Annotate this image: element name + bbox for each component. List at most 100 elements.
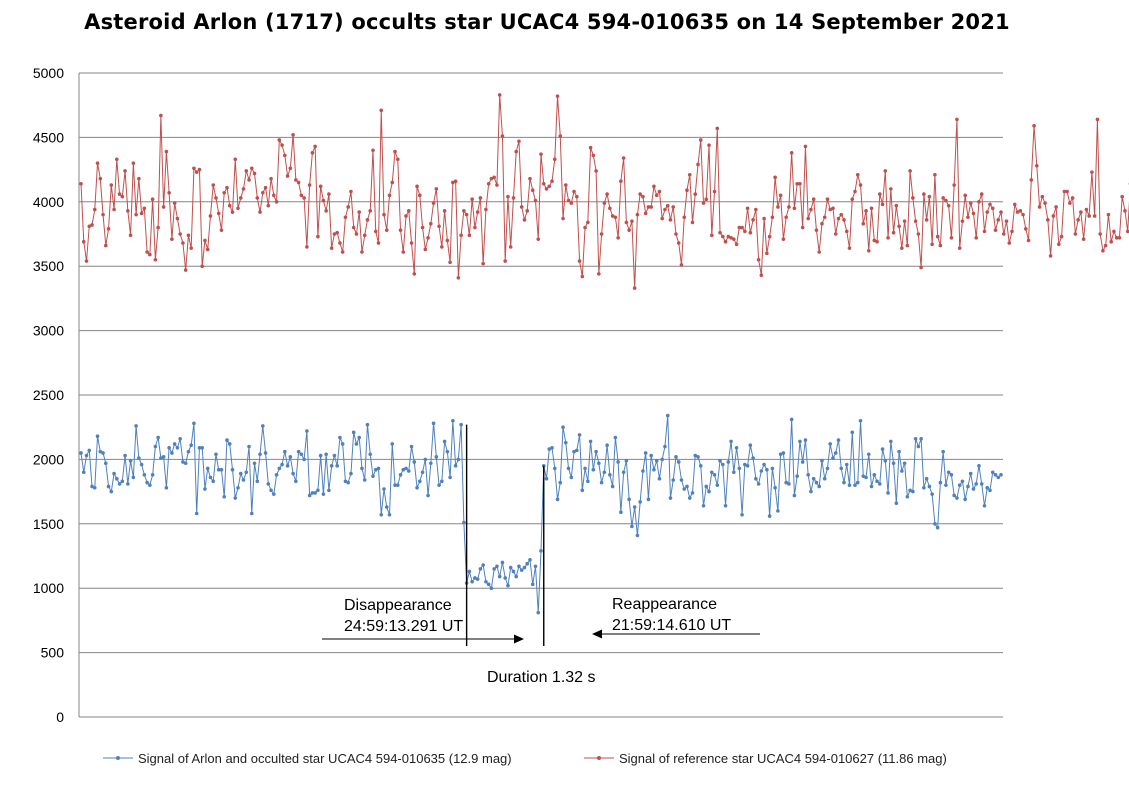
data-point [470,197,474,202]
data-point [552,157,557,162]
data-point [186,449,191,454]
data-point [809,489,813,494]
data-point [941,449,945,454]
reappearance-time: 21:59:14.610 UT [612,617,731,634]
data-point [946,470,951,475]
data-point [500,560,505,565]
data-point [985,485,990,490]
data-point [117,482,122,486]
data-point [814,480,819,485]
data-point [555,94,560,98]
data-point [159,113,163,118]
data-point [142,473,147,477]
data-point [261,190,265,195]
data-point [522,565,527,570]
data-point [277,138,282,142]
data-point [900,246,904,250]
data-point [115,476,119,481]
data-point [740,512,744,517]
data-point [784,215,788,220]
annotations: Disappearance 24:59:13.291 UT Reappearan… [322,596,760,686]
data-point [222,494,227,499]
data-point [1112,229,1116,234]
data-point [225,185,229,190]
data-point [842,218,846,222]
data-point [500,134,505,138]
data-point [528,176,532,181]
data-point [241,478,246,482]
data-point [632,286,637,290]
data-point [957,483,962,487]
data-point [90,223,94,227]
data-point [395,157,400,162]
event-markers [465,424,545,646]
data-point [128,458,133,463]
data-point [844,462,849,467]
data-point [203,487,207,491]
data-point [723,239,728,244]
data-point [150,473,155,477]
data-point [423,457,428,462]
data-point [963,193,967,198]
data-point [365,218,370,222]
data-point [875,479,879,484]
data-point [192,166,196,171]
data-point [668,218,673,222]
data-point [473,576,477,580]
data-point [247,444,251,449]
data-point [891,461,896,466]
data-point [390,442,395,446]
data-point [459,233,463,238]
data-point [106,227,111,231]
data-point [734,242,739,247]
data-point [847,246,852,250]
data-point [916,232,921,236]
data-point [1004,219,1009,223]
data-point [81,470,86,475]
data-point [875,239,879,244]
data-point [977,200,981,204]
data-point [828,207,833,212]
data-point [418,193,422,198]
disappearance-time: 24:59:13.291 UT [344,618,463,635]
data-point [652,467,656,472]
data-point [371,148,375,153]
data-point [1095,117,1100,122]
data-point [227,203,232,208]
data-point [861,474,866,478]
data-point [1123,209,1127,213]
data-point [765,251,769,256]
data-point [497,93,502,97]
data-point [743,462,747,467]
data-point [1079,210,1083,214]
data-point [597,272,601,276]
data-point [175,216,180,221]
data-point [690,220,695,225]
data-point [137,456,141,460]
data-point [591,467,596,472]
data-point [588,145,593,150]
data-point [831,456,835,460]
data-point [737,466,742,471]
data-point [475,577,480,581]
data-point [930,492,934,496]
reappearance-label: Reappearance [612,596,717,613]
data-point [316,488,320,493]
data-point [572,189,576,194]
data-point [1062,189,1067,194]
data-point [481,261,485,266]
data-point [660,457,664,462]
data-point [707,489,711,494]
data-point [519,205,524,209]
data-point [547,184,552,189]
data-point [539,549,543,553]
series-line [80,415,1002,613]
data-point [395,483,400,487]
data-point [762,462,766,467]
data-point [999,210,1003,214]
data-point [368,209,373,213]
data-point [715,483,720,487]
data-point [696,455,700,459]
data-point [850,430,855,435]
data-point [605,192,609,196]
